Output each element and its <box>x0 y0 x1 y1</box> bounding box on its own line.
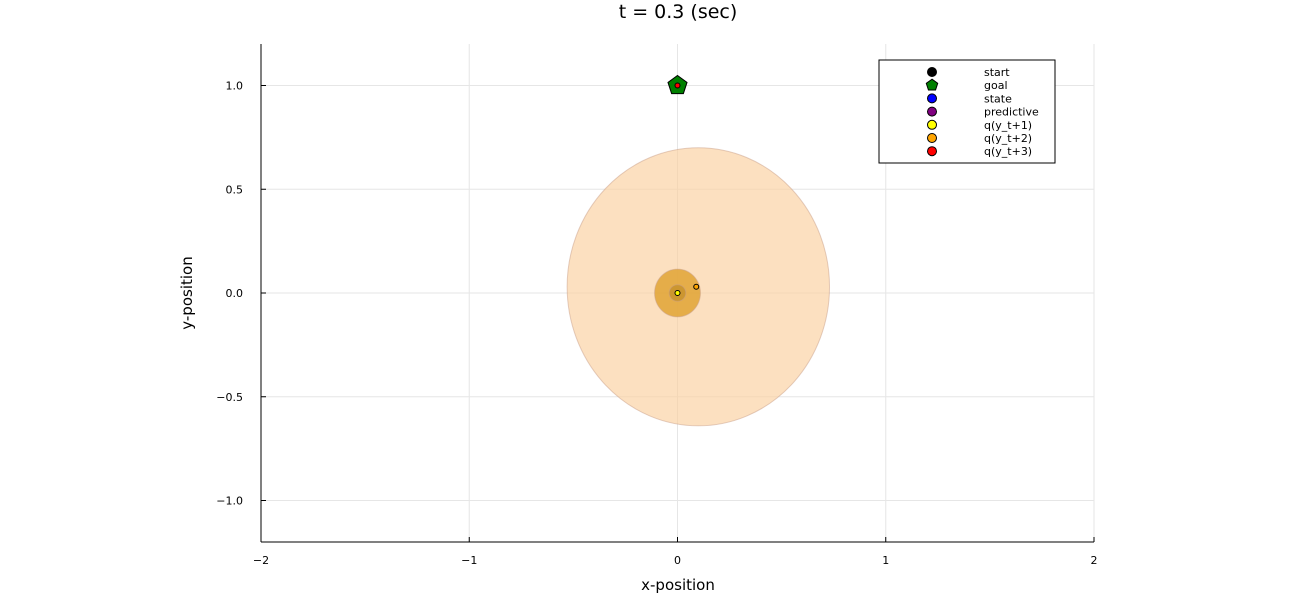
y-tick-label: 1.0 <box>226 80 244 93</box>
y-tick-label: 0.0 <box>226 287 244 300</box>
x-tick-label: 2 <box>1091 554 1098 567</box>
y-tick-label: −0.5 <box>216 391 243 404</box>
legend-marker-q-y-t-3- <box>927 146 937 157</box>
legend-label: state <box>984 92 1012 105</box>
x-axis-label: x-position <box>641 576 715 594</box>
y-axis-label: y-position <box>178 256 196 329</box>
x-tick-label: 1 <box>882 554 889 567</box>
legend-label: goal <box>984 79 1008 92</box>
data-point-q-y-t-2- <box>693 283 700 290</box>
legend-marker-q-y-t-1- <box>927 119 937 130</box>
legend-marker-state <box>927 93 937 104</box>
legend-label: q(y_t+2) <box>984 132 1032 145</box>
data-points <box>667 74 700 296</box>
legend-label: start <box>984 66 1010 79</box>
legend-marker-goal <box>925 78 939 91</box>
chart-title: t = 0.3 (sec) <box>619 1 738 23</box>
legend-label: q(y_t+1) <box>984 119 1032 132</box>
legend-marker-q-y-t-2- <box>927 133 937 143</box>
legend-marker-predictive <box>927 106 937 117</box>
y-tick-label: −1.0 <box>216 495 243 508</box>
legend: startgoalstatepredictiveq(y_t+1)q(y_t+2)… <box>878 59 1056 164</box>
x-tick-label: 0 <box>674 554 681 567</box>
y-tick-label: 0.5 <box>226 183 244 196</box>
legend-box <box>878 59 1056 164</box>
data-point-q-y-t-1- <box>674 290 681 296</box>
x-tick-label: −1 <box>461 554 477 567</box>
legend-label: predictive <box>984 106 1039 119</box>
legend-marker-start <box>927 67 937 77</box>
ticks: −2 −1 0 1 2 −1.0 −0.5 0.0 0.5 1.0 <box>216 80 1097 568</box>
data-point-q-y-t-3- <box>674 82 681 89</box>
legend-label: q(y_t+3) <box>984 145 1032 158</box>
x-tick-label: −2 <box>253 554 269 567</box>
